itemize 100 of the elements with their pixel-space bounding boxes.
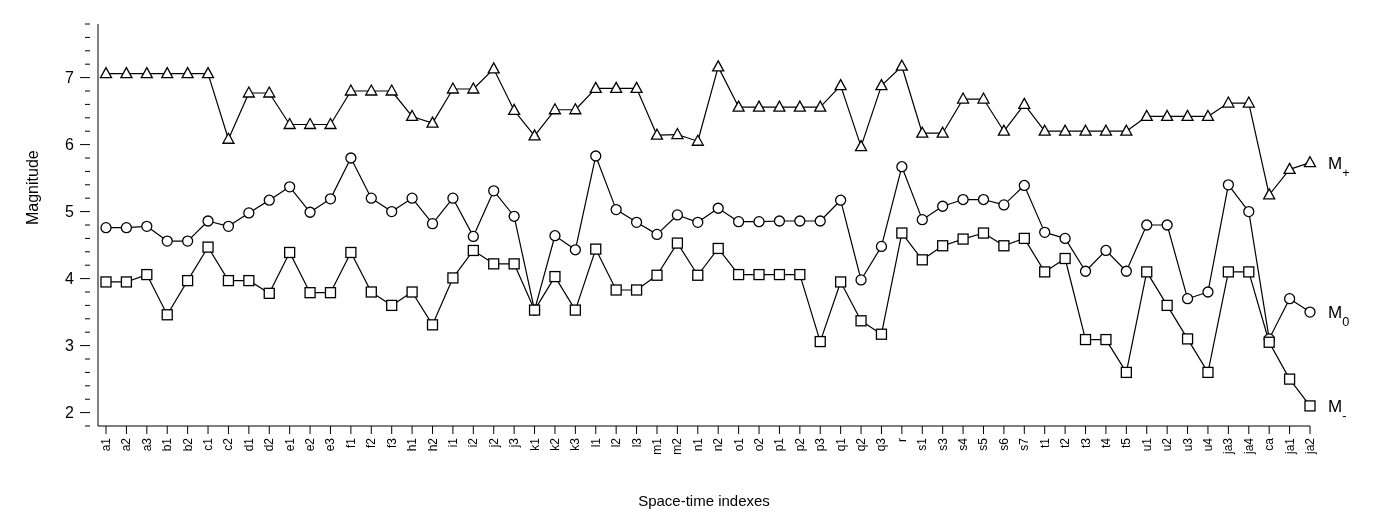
point — [569, 244, 582, 256]
point — [916, 213, 928, 226]
point — [365, 84, 378, 96]
point — [385, 84, 398, 96]
point — [447, 192, 459, 204]
point — [263, 86, 276, 98]
point — [120, 66, 133, 79]
point — [957, 233, 969, 245]
point — [569, 304, 582, 316]
point — [752, 100, 766, 112]
point — [488, 185, 500, 197]
point — [1038, 124, 1051, 136]
point — [365, 286, 377, 298]
point — [671, 237, 684, 249]
series-label: M$_{0}$ — [1328, 303, 1350, 329]
point — [997, 124, 1011, 136]
x-tick-label: ja3 — [1221, 437, 1236, 456]
x-tick-label: o2 — [752, 437, 767, 452]
point — [1161, 299, 1173, 312]
point — [977, 193, 990, 206]
point — [610, 81, 623, 93]
series-label: M$_{+}$ — [1328, 153, 1350, 180]
x-tick-label: t3 — [1078, 437, 1093, 449]
point — [834, 276, 847, 288]
point — [345, 246, 357, 259]
point — [263, 287, 275, 299]
point — [1202, 366, 1214, 379]
point — [181, 235, 194, 247]
point — [732, 268, 745, 281]
x-axis-title: Space-time indexes — [638, 492, 770, 509]
x-tick-label: a2 — [119, 437, 134, 452]
point — [1304, 400, 1316, 412]
point — [1263, 188, 1276, 200]
point — [507, 103, 521, 116]
x-tick-label: l2 — [609, 437, 624, 448]
point — [793, 100, 806, 112]
x-tick-label: h1 — [405, 437, 420, 452]
point — [794, 215, 806, 227]
point — [140, 66, 153, 79]
point — [977, 92, 990, 104]
point — [569, 103, 582, 115]
x-tick-label: ja2 — [1303, 437, 1317, 456]
point — [508, 258, 520, 270]
point — [548, 103, 562, 115]
point — [99, 66, 113, 79]
point — [671, 127, 684, 140]
x-tick-label: s4 — [956, 437, 971, 451]
point — [467, 244, 479, 257]
x-tick-label: s1 — [915, 437, 930, 451]
point — [1140, 109, 1153, 122]
point — [998, 199, 1010, 211]
point — [895, 59, 909, 71]
point — [467, 82, 480, 94]
point — [324, 193, 337, 205]
x-tick-label: s7 — [1017, 437, 1032, 451]
point — [487, 62, 500, 74]
point — [222, 132, 235, 144]
point — [467, 230, 479, 243]
point — [201, 66, 215, 79]
point — [732, 100, 745, 112]
point — [549, 230, 561, 242]
x-tick-label: p1 — [772, 437, 787, 452]
x-tick-label: e3 — [323, 437, 338, 452]
point — [875, 78, 888, 91]
x-tick-label: k1 — [527, 437, 542, 451]
point — [1120, 265, 1132, 277]
point — [937, 240, 949, 252]
x-tick-label: k3 — [568, 437, 583, 451]
x-tick-label: u2 — [1160, 437, 1175, 452]
point — [120, 222, 133, 234]
point — [1161, 219, 1173, 231]
point — [447, 272, 459, 284]
point — [1099, 124, 1113, 136]
point — [916, 126, 929, 138]
point — [446, 82, 460, 94]
point — [1100, 333, 1112, 346]
point — [1018, 232, 1030, 245]
x-tick-label: i1 — [445, 437, 460, 448]
x-tick-label: q2 — [854, 437, 869, 452]
point — [630, 216, 643, 228]
point — [426, 116, 439, 128]
point — [794, 268, 806, 281]
point — [405, 109, 419, 122]
point — [243, 207, 255, 219]
x-tick-label: r — [894, 438, 909, 442]
point — [161, 309, 173, 321]
point — [1120, 366, 1132, 379]
point — [834, 194, 847, 206]
point — [692, 216, 704, 228]
x-tick-label: p3 — [813, 437, 828, 452]
x-tick-label: d2 — [262, 437, 277, 452]
point — [283, 117, 296, 130]
y-tick-label: 4 — [65, 270, 75, 288]
point — [243, 274, 255, 287]
series-label: M$_{-}$ — [1328, 396, 1347, 423]
point — [712, 242, 724, 255]
x-tick-label: p2 — [792, 437, 807, 452]
point — [998, 240, 1010, 252]
point — [161, 235, 173, 247]
point — [303, 117, 317, 130]
